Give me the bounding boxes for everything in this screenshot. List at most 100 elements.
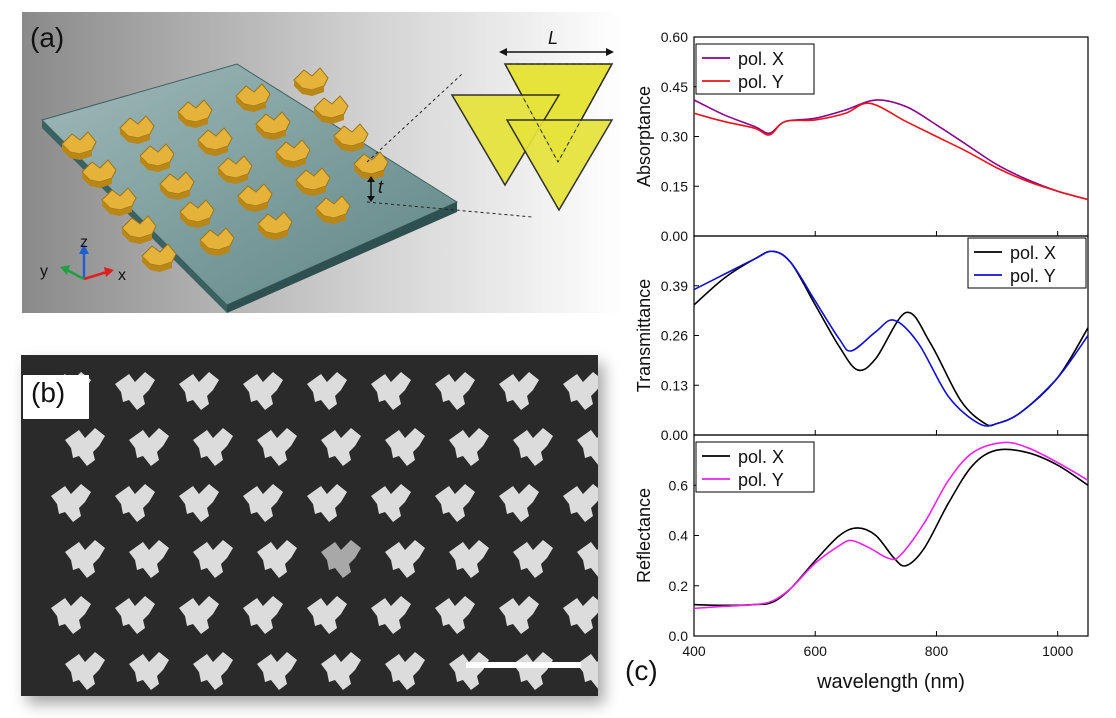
sem-particle bbox=[449, 540, 489, 578]
gold-nanoparticle bbox=[197, 127, 233, 156]
sem-particle bbox=[321, 540, 361, 578]
y-tick-label: 0.4 bbox=[669, 528, 689, 544]
y-tick-label: 0.0 bbox=[669, 628, 689, 644]
y-tick-label: 0.6 bbox=[669, 477, 689, 493]
gold-nanoparticle bbox=[257, 211, 293, 240]
sem-particle bbox=[65, 652, 105, 690]
y-tick-label: 0.39 bbox=[661, 278, 688, 294]
legend: pol. X pol. Y bbox=[695, 441, 815, 493]
sem-particle bbox=[179, 596, 219, 634]
x-tick-label: 800 bbox=[925, 643, 949, 659]
gold-nanoparticle bbox=[353, 151, 389, 180]
legend-label: pol. X bbox=[738, 447, 784, 467]
panel-b-label-box bbox=[23, 375, 89, 419]
sem-particle bbox=[371, 372, 411, 410]
panel-a-label: (a) bbox=[30, 22, 65, 53]
legend-box bbox=[695, 43, 815, 95]
series-line-pol-y bbox=[693, 441, 1089, 610]
thickness-indicator: t bbox=[367, 176, 384, 202]
sem-particle bbox=[307, 596, 347, 634]
sem-particle bbox=[115, 596, 155, 634]
x-tick-label: 1000 bbox=[1042, 643, 1073, 659]
gold-nanoparticle bbox=[177, 99, 213, 128]
y-tick-label: 0.2 bbox=[669, 578, 689, 594]
sem-particle bbox=[257, 652, 297, 690]
gold-nanoparticle bbox=[179, 199, 215, 228]
gold-nanoparticle bbox=[315, 195, 351, 224]
gold-nanoparticle bbox=[293, 67, 329, 96]
legend-label: pol. X bbox=[1010, 243, 1056, 263]
sem-particle bbox=[435, 372, 475, 410]
y-tick-label: 0.26 bbox=[661, 328, 688, 344]
x-tick-label: 400 bbox=[682, 643, 706, 659]
legend-label: pol. Y bbox=[738, 470, 784, 490]
sem-particle bbox=[115, 484, 155, 522]
legend-label: pol. Y bbox=[738, 72, 784, 92]
gold-nanoparticle bbox=[237, 183, 273, 212]
y-tick-label: 0.15 bbox=[661, 178, 688, 194]
sem-particle bbox=[563, 372, 603, 410]
triangle-unit-cell: L bbox=[450, 28, 614, 212]
length-label: L bbox=[548, 28, 558, 48]
sem-background bbox=[21, 355, 598, 696]
legend-label: pol. X bbox=[738, 49, 784, 69]
sem-particle bbox=[179, 372, 219, 410]
sem-particle bbox=[51, 596, 91, 634]
sem-particle bbox=[371, 596, 411, 634]
sem-particle bbox=[385, 428, 425, 466]
gold-nanoparticle bbox=[217, 155, 253, 184]
y-axis-label: Absorptance bbox=[634, 86, 654, 187]
panel-b-label: (b) bbox=[31, 377, 66, 408]
y-axis-label: Transmittance bbox=[634, 279, 654, 392]
sem-particle bbox=[499, 372, 539, 410]
schematic-svg: z x y t L bbox=[22, 12, 623, 313]
gold-nanoparticle bbox=[121, 215, 157, 244]
axis-z-label: z bbox=[80, 234, 88, 251]
gold-nanoparticle bbox=[81, 159, 117, 188]
axis-x-label: x bbox=[118, 267, 126, 284]
sem-particle bbox=[51, 484, 91, 522]
sem-particle bbox=[563, 484, 603, 522]
x-axis-label: wavelength (nm) bbox=[816, 671, 965, 693]
x-tick-label: 600 bbox=[804, 643, 828, 659]
sem-particle bbox=[193, 540, 233, 578]
gold-nanoparticle bbox=[61, 131, 97, 160]
gold-nanoparticle bbox=[119, 115, 155, 144]
sem-particle bbox=[513, 540, 553, 578]
sem-particle bbox=[563, 596, 603, 634]
series-line-pol-y bbox=[693, 102, 1089, 201]
chart-panel-3: 0.0 0.2 0.4 0.6 400 600 800 1000 Reflectance wave… bbox=[634, 434, 1089, 693]
y-tick-label: 0.00 bbox=[661, 228, 688, 244]
sem-particle bbox=[385, 540, 425, 578]
thickness-label: t bbox=[378, 177, 384, 197]
y-axis-label: Reflectance bbox=[634, 488, 654, 583]
substrate-side bbox=[227, 202, 457, 313]
coordinate-axes: z x y bbox=[40, 234, 126, 284]
sem-particle bbox=[243, 484, 283, 522]
sem-particle bbox=[449, 428, 489, 466]
sem-particle bbox=[243, 372, 283, 410]
y-tick-label: 0.30 bbox=[661, 129, 688, 145]
gold-nanoparticle bbox=[255, 111, 291, 140]
gold-nanoparticle bbox=[159, 171, 195, 200]
series-line-pol-x bbox=[693, 448, 1089, 607]
sem-particle bbox=[129, 428, 169, 466]
sem-particle bbox=[307, 372, 347, 410]
y-tick-label: 0.45 bbox=[661, 79, 688, 95]
gold-nanoparticle bbox=[333, 123, 369, 152]
sem-particle bbox=[435, 484, 475, 522]
sem-particle bbox=[179, 484, 219, 522]
sem-particle bbox=[513, 652, 553, 690]
sem-particle bbox=[257, 540, 297, 578]
sem-particle bbox=[371, 484, 411, 522]
sem-particle bbox=[321, 428, 361, 466]
zoom-line-bottom bbox=[366, 201, 533, 218]
sem-particle bbox=[193, 428, 233, 466]
series-line-pol-x bbox=[693, 99, 1089, 201]
gold-nanoparticle bbox=[139, 143, 175, 172]
sem-particle bbox=[435, 596, 475, 634]
panel-a-schematic: z x y t L (a) bbox=[22, 12, 623, 313]
